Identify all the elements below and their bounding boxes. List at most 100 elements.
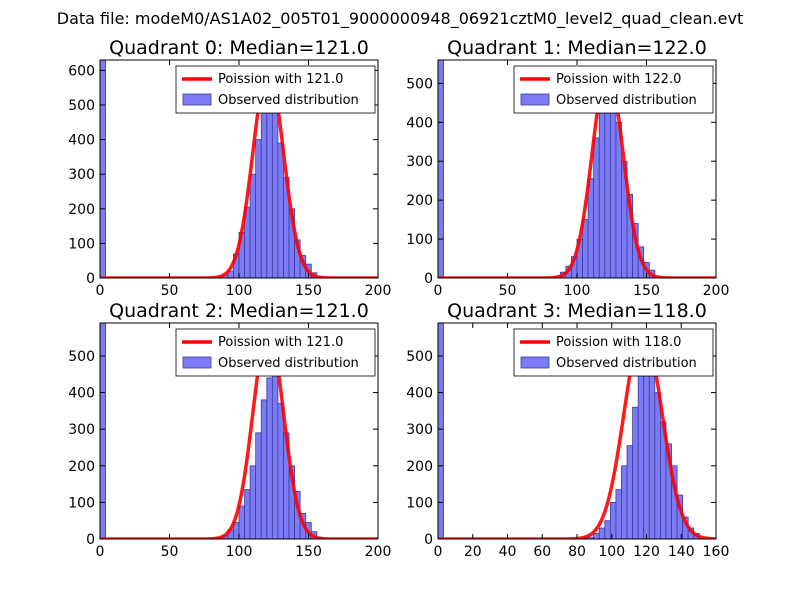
- x-tick-label: 20: [464, 544, 482, 560]
- y-tick-label: 300: [406, 154, 433, 170]
- observed-bar: [249, 173, 257, 278]
- x-tick-label: 150: [295, 283, 322, 299]
- y-tick-label: 0: [86, 271, 95, 287]
- observed-bar: [100, 60, 106, 278]
- y-tick-label: 100: [68, 495, 95, 511]
- x-tick-label: 100: [598, 544, 625, 560]
- y-tick-label: 400: [68, 386, 95, 402]
- quadrant-1-legend: Poission with 122.0 Observed distribution: [513, 65, 714, 114]
- legend-bar-swatch: [182, 356, 212, 369]
- quadrant-3-legend: Poission with 118.0 Observed distribution: [513, 328, 714, 377]
- legend-label-poisson: Poission with 118.0: [556, 335, 681, 350]
- observed-bar: [244, 489, 251, 539]
- quadrant-1-title: Quadrant 1: Median=122.0: [447, 37, 707, 59]
- y-tick-label: 400: [406, 386, 433, 402]
- observed-bar: [100, 323, 106, 539]
- quadrant-2-title: Quadrant 2: Median=121.0: [109, 300, 369, 322]
- y-tick-label: 500: [406, 76, 433, 92]
- legend-label-observed: Observed distribution: [556, 356, 697, 371]
- legend-label-poisson: Poission with 121.0: [218, 72, 343, 87]
- quadrant-0-title: Quadrant 0: Median=121.0: [109, 37, 369, 59]
- observed-bar: [609, 501, 617, 539]
- observed-bar: [615, 489, 622, 539]
- legend-bar-swatch: [182, 93, 212, 106]
- y-tick-label: 500: [68, 98, 95, 114]
- quadrant-0-panel: Quadrant 0: Median=121.0 0 50 100 150 200 0 100…: [68, 37, 391, 299]
- x-tick-label: 60: [533, 544, 551, 560]
- observed-bar: [271, 101, 279, 278]
- observed-bar: [277, 403, 284, 539]
- x-tick-label: 0: [96, 544, 105, 560]
- observed-bar: [438, 60, 444, 278]
- quadrant-3-panel: Quadrant 3: Median=118.0 0 20 40 60 80 100 120 1…: [406, 300, 729, 560]
- observed-bar: [255, 139, 262, 278]
- observed-bar: [621, 465, 628, 539]
- observed-bar: [637, 362, 645, 539]
- observed-bar: [604, 520, 611, 539]
- observed-bar: [609, 86, 617, 278]
- x-tick-label: 100: [226, 544, 253, 560]
- y-tick-label: 300: [68, 422, 95, 438]
- quadrant-0-legend: Poission with 121.0 Observed distribution: [175, 65, 376, 114]
- x-tick-label: 0: [96, 283, 105, 299]
- observed-bar: [260, 101, 268, 278]
- observed-bar: [598, 527, 606, 539]
- legend-label-observed: Observed distribution: [218, 93, 359, 108]
- legend-bar-swatch: [520, 93, 550, 106]
- y-tick-label: 400: [406, 115, 433, 131]
- x-tick-label: 100: [564, 283, 591, 299]
- y-tick-label: 600: [68, 63, 95, 79]
- observed-bar: [271, 366, 279, 539]
- observed-bar: [238, 505, 245, 539]
- quadrant-2-panel: Quadrant 2: Median=121.0 0 50 100 150 200 0 100…: [68, 300, 391, 560]
- y-tick-label: 300: [68, 167, 95, 183]
- observed-bar: [277, 142, 284, 278]
- x-tick-label: 200: [703, 283, 730, 299]
- observed-bar: [266, 377, 273, 539]
- y-tick-label: 300: [406, 422, 433, 438]
- y-tick-label: 200: [406, 193, 433, 209]
- observed-bar: [626, 445, 633, 539]
- y-tick-label: 200: [406, 459, 433, 475]
- x-tick-label: 200: [365, 544, 392, 560]
- x-tick-label: 150: [633, 283, 660, 299]
- y-tick-label: 100: [406, 495, 433, 511]
- x-tick-label: 160: [703, 544, 730, 560]
- observed-bar: [260, 399, 268, 539]
- legend-label-observed: Observed distribution: [218, 356, 359, 371]
- observed-bar: [643, 359, 650, 539]
- legend-label-poisson: Poission with 122.0: [556, 72, 681, 87]
- legend-label-poisson: Poission with 121.0: [218, 335, 343, 350]
- y-tick-label: 200: [68, 202, 95, 218]
- y-tick-label: 500: [68, 349, 95, 365]
- y-tick-label: 500: [406, 349, 433, 365]
- quadrant-2-data: [100, 323, 378, 539]
- quadrant-2-legend: Poission with 121.0 Observed distribution: [175, 328, 376, 377]
- x-tick-label: 120: [633, 544, 660, 560]
- quadrant-1-panel: Quadrant 1: Median=122.0 0 50 100 150 200 0 100…: [406, 37, 729, 299]
- panels: Quadrant 0: Median=121.00 50 100 150 2000100…: [68, 37, 729, 560]
- y-tick-label: 0: [424, 271, 433, 287]
- y-tick-label: 400: [68, 133, 95, 149]
- x-tick-label: 50: [161, 544, 179, 560]
- y-tick-label: 0: [424, 532, 433, 548]
- x-tick-label: 50: [499, 283, 517, 299]
- observed-bar: [255, 432, 262, 539]
- x-tick-label: 0: [434, 283, 443, 299]
- x-tick-label: 150: [295, 544, 322, 560]
- observed-bar: [438, 323, 444, 539]
- quadrant-3-title: Quadrant 3: Median=118.0: [447, 300, 707, 322]
- observed-bar: [587, 178, 595, 278]
- y-tick-label: 100: [68, 236, 95, 252]
- x-tick-label: 40: [499, 544, 517, 560]
- observed-bar: [632, 406, 639, 539]
- x-tick-label: 0: [434, 544, 443, 560]
- y-tick-label: 200: [68, 459, 95, 475]
- observed-bar: [654, 392, 661, 539]
- y-tick-label: 0: [86, 532, 95, 548]
- legend-bar-swatch: [520, 356, 550, 369]
- x-tick-label: 80: [568, 544, 586, 560]
- y-tick-label: 100: [406, 232, 433, 248]
- x-tick-label: 100: [226, 283, 253, 299]
